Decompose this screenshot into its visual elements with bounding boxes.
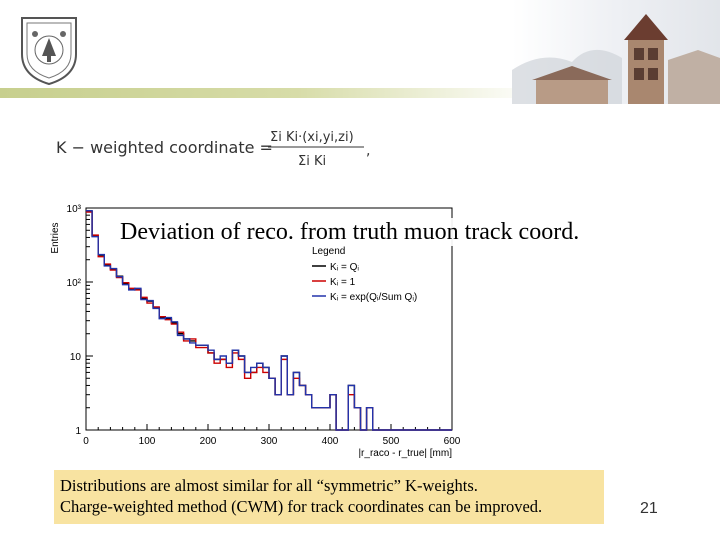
x-axis-label: |r_raco - r_true| [mm] [358, 448, 452, 459]
legend-entry-2: Kᵢ = 1 [330, 277, 356, 288]
y-tick-label: 10² [67, 278, 82, 289]
x-tick-label: 0 [83, 436, 89, 447]
x-tick-label: 300 [261, 436, 278, 447]
formula-lhs: K − weighted coordinate = [56, 138, 273, 157]
formula-numerator: Σi Ki·(xi,yi,zi) [270, 130, 354, 145]
x-tick-label: 500 [383, 436, 400, 447]
deviation-histogram: 0 100 200 300 400 500 600 1 10 10² 10³ Entries |r_ra… [50, 204, 461, 459]
caption-line-2: Charge-weighted method (CWM) for track c… [60, 497, 543, 516]
legend-entry-1: Kᵢ = Qᵢ [330, 262, 359, 273]
x-tick-label: 100 [139, 436, 156, 447]
y-tick-label: 10 [70, 352, 82, 363]
x-tick-label: 400 [322, 436, 339, 447]
y-tick-label: 1 [75, 426, 81, 437]
university-seal-logo [21, 17, 77, 86]
legend-title: Legend [312, 246, 345, 257]
header-band [0, 88, 540, 98]
caption-line-1: Distributions are almost similar for all… [60, 476, 478, 495]
series-line-3 [86, 209, 452, 431]
x-tick-label: 600 [444, 436, 461, 447]
page-number: 21 [640, 500, 658, 517]
svg-text:,: , [366, 143, 370, 159]
legend-entry-3: Kᵢ = exp(Qᵢ/Sum Qᵢ) [330, 292, 417, 303]
formula-denominator: Σi Ki [298, 154, 326, 169]
x-tick-label: 200 [200, 436, 217, 447]
campus-tower-photo [512, 0, 720, 104]
weighted-coordinate-formula: K − weighted coordinate = Σi Ki·(xi,yi,z… [56, 130, 370, 169]
chart-title: Deviation of reco. from truth muon track… [118, 218, 682, 246]
y-axis-label: Entries [50, 222, 61, 253]
y-tick-label: 10³ [67, 204, 82, 215]
conclusion-caption: Distributions are almost similar for all… [54, 470, 604, 524]
